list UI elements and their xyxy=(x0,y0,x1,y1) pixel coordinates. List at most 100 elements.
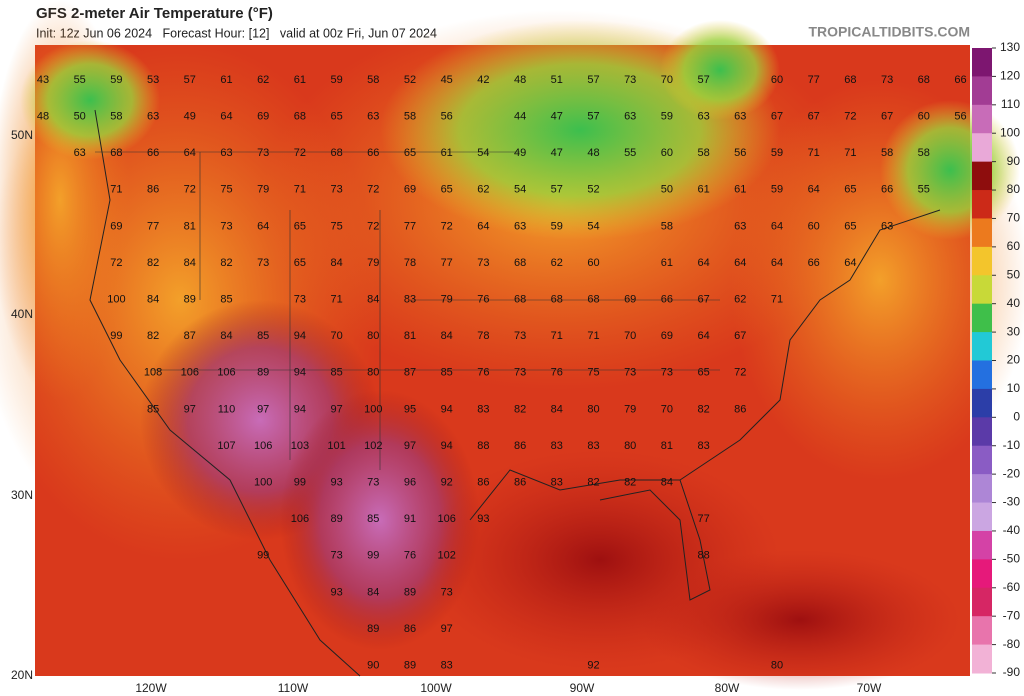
temperature-label: 62 xyxy=(551,257,563,269)
temperature-label: 71 xyxy=(771,294,783,306)
temperature-label: 78 xyxy=(404,257,416,269)
temperature-label: 108 xyxy=(144,367,162,379)
temperature-label: 64 xyxy=(771,257,783,269)
temperature-label: 92 xyxy=(441,477,453,489)
latitude-label: 20N xyxy=(11,668,33,682)
temperature-label: 63 xyxy=(881,220,893,232)
temperature-label: 83 xyxy=(404,294,416,306)
temperature-label: 77 xyxy=(404,220,416,232)
temperature-label: 95 xyxy=(404,403,416,415)
temperature-label: 81 xyxy=(661,440,673,452)
colorbar-band xyxy=(972,360,992,390)
temperature-label: 106 xyxy=(438,513,456,525)
temperature-label: 67 xyxy=(697,294,709,306)
temperature-label: 49 xyxy=(184,111,196,123)
temperature-label: 69 xyxy=(257,111,269,123)
temperature-label: 77 xyxy=(808,74,820,86)
temperature-label: 43 xyxy=(37,74,49,86)
temperature-labels: 43 55 59 53 57 61 62 61 59 58 52 45 42 48 51 57 73 70 57 60… xyxy=(37,74,967,672)
temperature-label: 106 xyxy=(254,440,272,452)
temperature-label: 84 xyxy=(330,257,342,269)
temperature-label: 66 xyxy=(367,147,379,159)
temperature-label: 58 xyxy=(881,147,893,159)
temperature-label: 89 xyxy=(367,623,379,635)
latitude-label: 50N xyxy=(11,128,33,142)
temperature-label: 76 xyxy=(477,294,489,306)
temperature-label: 54 xyxy=(477,147,489,159)
temperature-label: 71 xyxy=(808,147,820,159)
temperature-label: 102 xyxy=(438,550,456,562)
temperature-label: 59 xyxy=(551,220,563,232)
temperature-label: 64 xyxy=(771,220,783,232)
temperature-label: 64 xyxy=(220,111,232,123)
temperature-label: 77 xyxy=(697,513,709,525)
colorbar-band xyxy=(972,161,992,191)
colorbar-tick-label: 50 xyxy=(1007,267,1021,281)
temperature-label: 94 xyxy=(294,403,306,415)
colorbar-band xyxy=(972,275,992,305)
temperature-label: 68 xyxy=(587,294,599,306)
temperature-label: 67 xyxy=(881,111,893,123)
temperature-label: 89 xyxy=(330,513,342,525)
temperature-label: 48 xyxy=(587,147,599,159)
temperature-label: 86 xyxy=(734,403,746,415)
temperature-label: 76 xyxy=(404,550,416,562)
temperature-label: 62 xyxy=(734,294,746,306)
temperature-label: 97 xyxy=(330,403,342,415)
temperature-label: 86 xyxy=(514,440,526,452)
temperature-label: 73 xyxy=(624,74,636,86)
temperature-label: 87 xyxy=(404,367,416,379)
colorbar-tick-label: 120 xyxy=(1000,69,1020,83)
title: GFS 2-meter Air Temperature (°F) xyxy=(36,5,273,22)
temperature-label: 84 xyxy=(184,257,196,269)
temperature-label: 106 xyxy=(291,513,309,525)
temperature-label: 106 xyxy=(217,367,235,379)
temperature-label: 97 xyxy=(441,623,453,635)
temperature-label: 84 xyxy=(220,330,232,342)
colorbar-band xyxy=(972,559,992,589)
temperature-label: 96 xyxy=(404,477,416,489)
temperature-label: 58 xyxy=(367,74,379,86)
colorbar-tick-label: -70 xyxy=(1003,608,1021,622)
temperature-label: 101 xyxy=(327,440,345,452)
temperature-label: 61 xyxy=(220,74,232,86)
colorbar-tick-label: 30 xyxy=(1007,324,1021,338)
temperature-label: 68 xyxy=(294,111,306,123)
temperature-label: 81 xyxy=(184,220,196,232)
temperature-label: 44 xyxy=(514,111,526,123)
temperature-label: 94 xyxy=(441,440,453,452)
temperature-label: 71 xyxy=(110,184,122,196)
temperature-label: 97 xyxy=(257,403,269,415)
colorbar-band xyxy=(972,303,992,333)
temperature-label: 52 xyxy=(404,74,416,86)
temperature-label: 88 xyxy=(477,440,489,452)
colorbar-band xyxy=(972,246,992,276)
temperature-label: 71 xyxy=(330,294,342,306)
temperature-label: 72 xyxy=(184,184,196,196)
temperature-label: 42 xyxy=(477,74,489,86)
temperature-label: 79 xyxy=(624,403,636,415)
temperature-label: 68 xyxy=(330,147,342,159)
longitude-label: 80W xyxy=(715,681,740,695)
colorbar-tick-label: 100 xyxy=(1000,125,1020,139)
temperature-label: 80 xyxy=(624,440,636,452)
temperature-label: 48 xyxy=(514,74,526,86)
temperature-label: 63 xyxy=(624,111,636,123)
temperature-label: 68 xyxy=(514,294,526,306)
temperature-label: 68 xyxy=(844,74,856,86)
temperature-label: 63 xyxy=(697,111,709,123)
temperature-label: 47 xyxy=(551,147,563,159)
temperature-label: 73 xyxy=(514,367,526,379)
temperature-label: 80 xyxy=(771,660,783,672)
temperature-label: 82 xyxy=(587,477,599,489)
temperature-label: 93 xyxy=(477,513,489,525)
temperature-label: 73 xyxy=(367,477,379,489)
temperature-label: 64 xyxy=(184,147,196,159)
temperature-label: 65 xyxy=(404,147,416,159)
temperature-label: 68 xyxy=(514,257,526,269)
temperature-label: 61 xyxy=(294,74,306,86)
temperature-label: 85 xyxy=(330,367,342,379)
temperature-label: 73 xyxy=(441,586,453,598)
latitude-label: 30N xyxy=(11,488,33,502)
temperature-label: 93 xyxy=(330,586,342,598)
